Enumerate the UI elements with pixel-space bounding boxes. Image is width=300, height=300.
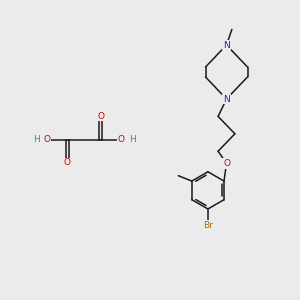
Text: O: O [64,158,71,167]
Text: O: O [223,159,230,168]
Text: O: O [44,135,51,144]
Text: H: H [129,135,135,144]
Text: O: O [117,135,124,144]
Text: N: N [223,40,230,50]
Text: H: H [33,135,39,144]
Text: O: O [97,112,104,121]
Text: N: N [223,94,230,103]
Text: Br: Br [203,221,213,230]
